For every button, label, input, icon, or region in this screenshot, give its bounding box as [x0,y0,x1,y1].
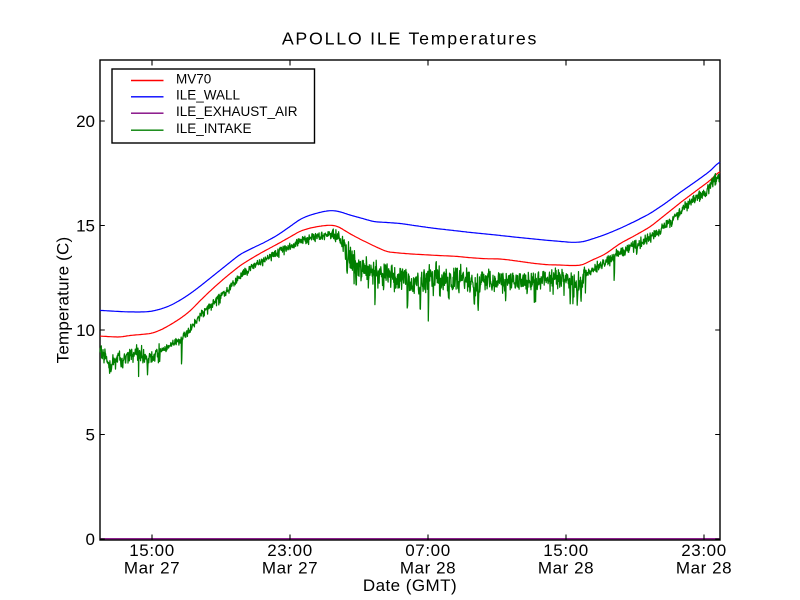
svg-text:ILE_WALL: ILE_WALL [176,88,241,103]
svg-text:Temperature (C): Temperature (C) [54,237,73,364]
svg-text:10: 10 [76,321,95,340]
svg-text:5: 5 [86,425,95,444]
svg-text:23:00: 23:00 [681,541,727,560]
svg-text:MV70: MV70 [176,71,211,86]
svg-text:Mar 27: Mar 27 [262,558,318,577]
svg-text:15:00: 15:00 [129,541,175,560]
svg-text:15: 15 [76,216,95,235]
svg-text:Mar 28: Mar 28 [400,558,456,577]
svg-text:20: 20 [76,112,95,131]
svg-text:ILE_INTAKE: ILE_INTAKE [176,121,252,136]
svg-text:23:00: 23:00 [267,541,313,560]
svg-text:APOLLO ILE Temperatures: APOLLO ILE Temperatures [282,29,538,49]
svg-text:Mar 28: Mar 28 [538,558,594,577]
svg-text:07:00: 07:00 [405,541,451,560]
svg-text:Mar 28: Mar 28 [676,558,732,577]
svg-text:0: 0 [86,530,95,549]
svg-text:15:00: 15:00 [543,541,589,560]
svg-text:Mar 27: Mar 27 [124,558,180,577]
svg-text:Date (GMT): Date (GMT) [363,576,457,595]
svg-text:ILE_EXHAUST_AIR: ILE_EXHAUST_AIR [176,104,298,119]
